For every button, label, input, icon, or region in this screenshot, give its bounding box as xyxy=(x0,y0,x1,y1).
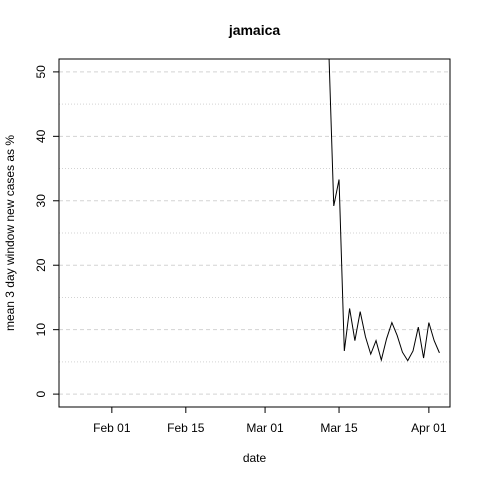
x-tick-label: Mar 15 xyxy=(320,421,358,435)
x-tick-label: Apr 01 xyxy=(411,421,447,435)
chart-title: jamaica xyxy=(228,22,281,38)
grid-lines xyxy=(59,71,450,395)
y-tick-label: 20 xyxy=(34,258,48,272)
series-segment xyxy=(328,59,440,362)
x-tick-label: Mar 01 xyxy=(246,421,284,435)
y-tick-label: 10 xyxy=(34,323,48,337)
x-axis-title: date xyxy=(243,451,267,465)
y-tick-label: 50 xyxy=(34,65,48,79)
y-tick-label: 40 xyxy=(34,129,48,143)
plot-frame xyxy=(58,58,451,408)
x-tick-label: Feb 15 xyxy=(167,421,205,435)
axes: 0 10 20 30 40 50 Feb 01 Feb 15 Mar 01 Mar 15 Apr 0… xyxy=(34,65,447,435)
y-tick-label: 30 xyxy=(34,194,48,208)
y-axis-title: mean 3 day window new cases as % xyxy=(3,135,17,331)
x-tick-label: Feb 01 xyxy=(93,421,131,435)
series-line xyxy=(328,59,440,362)
y-tick-label: 0 xyxy=(34,390,48,397)
